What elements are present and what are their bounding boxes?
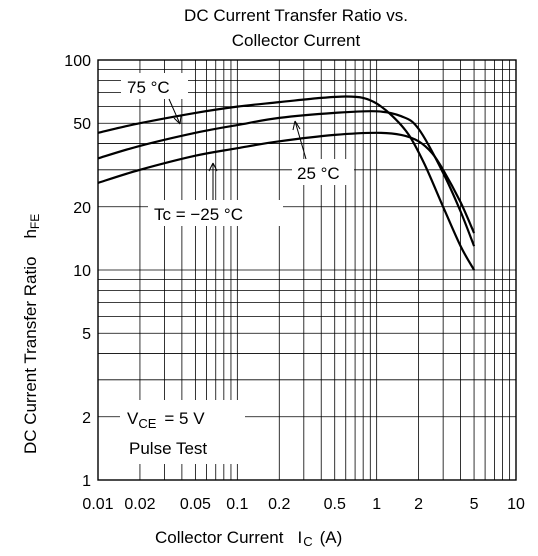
label-25-bg <box>292 159 354 185</box>
y-axis-symbol: h <box>21 229 40 238</box>
x-axis-subscript: C <box>303 534 312 549</box>
label-m25c: Tc = −25 °C <box>154 205 243 224</box>
arrowhead-25c <box>292 120 301 131</box>
vce-value: = 5 V <box>164 409 205 428</box>
label-75c: 75 °C <box>127 78 170 97</box>
series-line-0 <box>97 95 476 271</box>
y-tick-label: 1 <box>82 473 91 490</box>
x-axis-title-main: Collector Current <box>155 528 284 547</box>
label-75-bg <box>121 73 188 99</box>
arrowhead-75c <box>173 115 182 125</box>
vce-condition: VCE = 5 V <box>127 409 205 431</box>
x-axis-symbol: I <box>298 528 303 547</box>
x-tick-label: 2 <box>414 496 423 513</box>
x-tick-label: 0.5 <box>324 496 346 513</box>
y-tick-label: 50 <box>73 116 91 133</box>
x-tick-label: 0.01 <box>82 496 113 513</box>
vce-subscript: CE <box>138 416 156 431</box>
x-tick-label: 0.2 <box>268 496 290 513</box>
arrowhead-m25c <box>208 162 218 172</box>
y-axis-subscript: FE <box>28 214 42 229</box>
y-tick-label: 20 <box>73 200 91 217</box>
series-line-2 <box>97 131 476 234</box>
pulse-test-label: Pulse Test <box>129 439 207 458</box>
plot-frame <box>97 59 517 481</box>
label-m25-bg <box>148 200 283 226</box>
x-tick-label: 0.02 <box>124 496 155 513</box>
series-line-1 <box>97 110 476 247</box>
x-tick-label: 0.1 <box>226 496 248 513</box>
x-tick-label: 10 <box>507 496 525 513</box>
y-tick-label: 100 <box>64 53 91 70</box>
y-tick-label: 10 <box>73 263 91 280</box>
pointer-75c <box>168 98 181 125</box>
y-axis-title: DC Current Transfer Ratio hFE <box>21 214 42 454</box>
label-25c: 25 °C <box>297 164 340 183</box>
chart-title-line-1: DC Current Transfer Ratio vs. <box>184 6 408 25</box>
pointer-25c <box>294 120 307 160</box>
x-tick-label: 0.05 <box>180 496 211 513</box>
vce-symbol: V <box>127 409 139 428</box>
y-axis-title-main: DC Current Transfer Ratio <box>21 257 40 454</box>
x-tick-labels: 0.01 0.02 0.05 0.1 0.2 0.5 1 2 5 10 <box>82 496 525 513</box>
x-axis-title: Collector Current IC (A) <box>155 528 342 549</box>
y-tick-label: 2 <box>82 410 91 427</box>
conditions-bg <box>120 400 245 464</box>
y-tick-label: 5 <box>82 326 91 343</box>
x-tick-label: 1 <box>372 496 381 513</box>
x-axis-unit: (A) <box>320 528 343 547</box>
curves <box>97 95 476 271</box>
x-tick-label: 5 <box>470 496 479 513</box>
y-tick-labels: 1 2 5 10 20 50 100 <box>64 53 91 490</box>
chart-title-line-2: Collector Current <box>232 31 361 50</box>
